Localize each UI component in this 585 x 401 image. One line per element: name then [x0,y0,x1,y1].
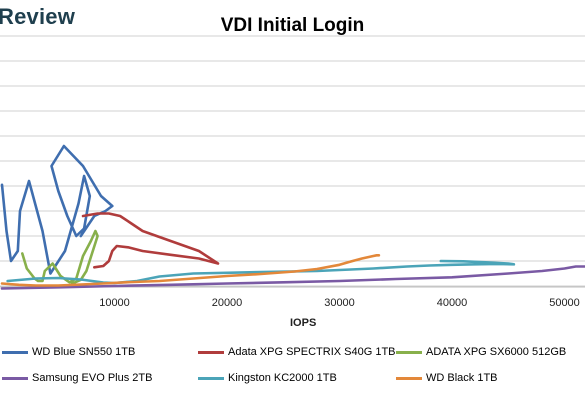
legend-item-wd-blue-sn550: WD Blue SN550 1TB [2,346,135,358]
gridlines [0,35,585,287]
x-tick-label: 10000 [99,297,130,309]
brand-logo-text: Review [0,4,76,29]
legend-swatch [2,350,28,354]
series-line-0 [0,144,114,275]
series-line-1 [81,212,220,269]
series-line-5 [0,254,381,287]
x-axis-label: IOPS [290,317,317,329]
x-tick-labels: 10000 20000 30000 40000 50000 [99,297,580,309]
legend-label: WD Black 1TB [426,372,498,384]
legend-label: Samsung EVO Plus 2TB [32,372,153,384]
x-tick-label: 20000 [212,297,243,309]
series-line-3 [0,265,585,290]
legend-swatch [198,376,224,380]
legend-label: Adata XPG SPECTRIX S40G 1TB [228,346,396,358]
x-tick-label: 40000 [437,297,468,309]
legend-item-wd-black: WD Black 1TB [396,372,498,384]
legend-item-kingston-kc2000: Kingston KC2000 1TB [198,372,337,384]
legend-swatch [2,376,28,380]
series-line-4 [6,259,516,285]
legend-label: Kingston KC2000 1TB [228,372,337,384]
legend-item-adata-sx6000: ADATA XPG SX6000 512GB [396,346,566,358]
legend-swatch [396,376,422,380]
legend-swatch [198,350,224,354]
x-tick-label: 30000 [324,297,355,309]
series-lines [0,144,585,290]
legend-swatch [396,350,422,354]
legend-label: WD Blue SN550 1TB [32,346,136,358]
legend-item-samsung-evo-plus: Samsung EVO Plus 2TB [2,372,152,384]
chart-title: VDI Initial Login [220,15,365,36]
legend-item-adata-spectrix: Adata XPG SPECTRIX S40G 1TB [198,346,396,358]
legend-label: ADATA XPG SX6000 512GB [426,346,567,358]
x-tick-label: 50000 [549,297,580,309]
